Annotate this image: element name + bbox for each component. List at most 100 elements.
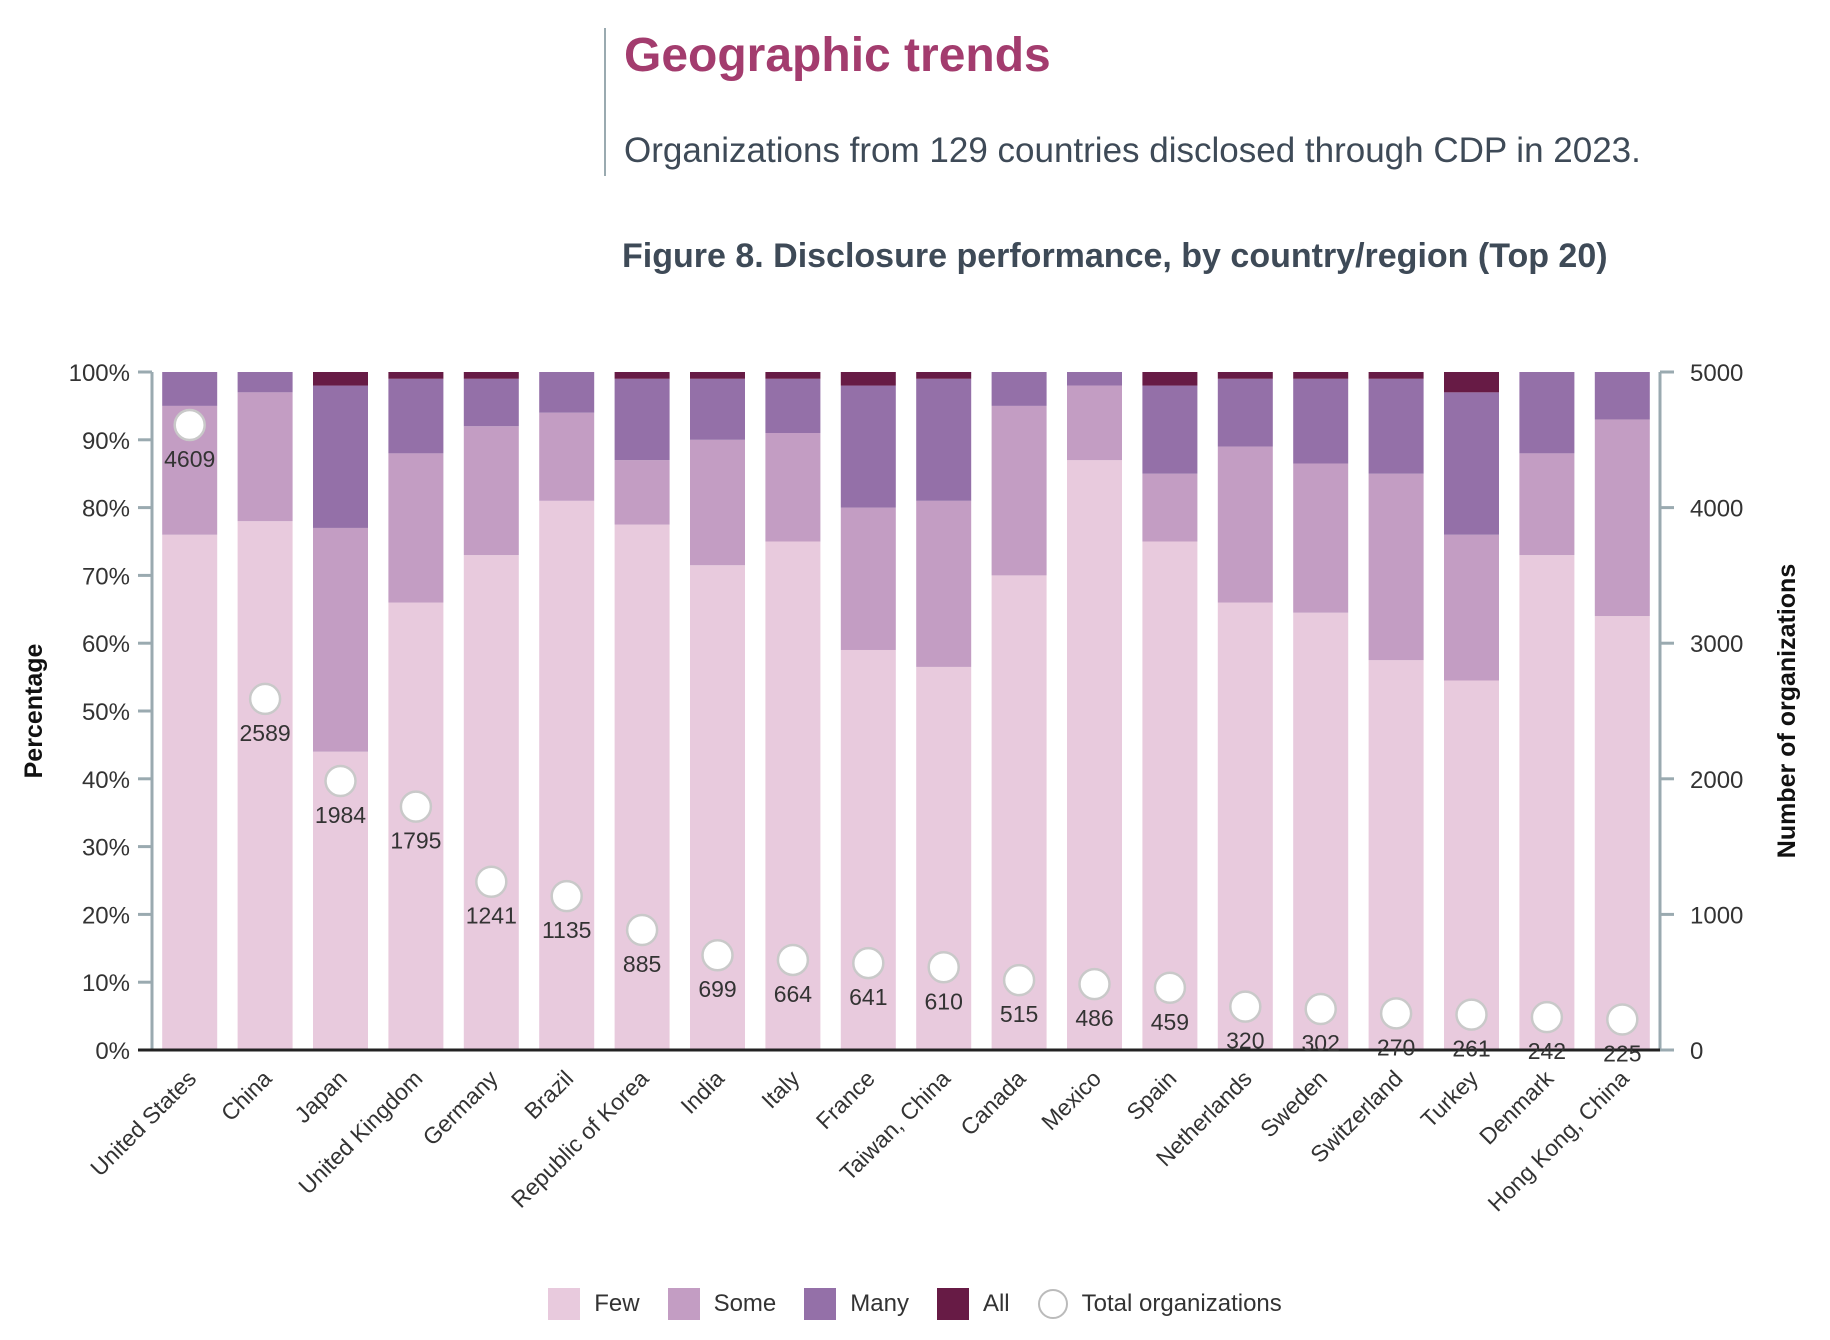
bar-some-13 xyxy=(1142,473,1198,542)
total-label-19: 225 xyxy=(1603,1040,1641,1066)
left-tick-label: 40% xyxy=(82,767,130,794)
bar-all-13 xyxy=(1142,372,1198,386)
legend-label-some: Some xyxy=(713,1290,777,1317)
total-label-16: 270 xyxy=(1377,1034,1415,1060)
bar-many-19 xyxy=(1594,372,1650,420)
legend-swatch-many xyxy=(804,1288,837,1320)
total-label-18: 242 xyxy=(1528,1038,1566,1064)
total-label-6: 885 xyxy=(623,951,661,977)
page-title: Geographic trends xyxy=(624,29,1051,82)
bar-some-15 xyxy=(1293,463,1349,613)
bar-many-6 xyxy=(614,378,670,461)
legend-swatch-total xyxy=(1037,1289,1068,1319)
bar-all-4 xyxy=(463,372,519,379)
bar-few-5 xyxy=(539,500,595,1050)
bar-some-19 xyxy=(1594,419,1650,617)
bar-all-2 xyxy=(313,372,368,386)
total-label-8: 664 xyxy=(774,981,813,1007)
left-tick-label: 100% xyxy=(69,360,130,387)
bar-some-11 xyxy=(991,405,1047,576)
right-tick-label: 4000 xyxy=(1690,496,1743,523)
legend-item-many: Many xyxy=(804,1288,909,1320)
bar-some-4 xyxy=(463,426,519,556)
total-label-13: 459 xyxy=(1151,1009,1189,1035)
total-marker-11 xyxy=(1002,963,1036,997)
bar-many-2 xyxy=(313,385,368,528)
legend-item-all: All xyxy=(936,1288,1010,1320)
bar-many-3 xyxy=(388,378,444,454)
total-marker-4 xyxy=(475,865,508,898)
category-label-4: Germany xyxy=(418,1065,504,1151)
bar-few-4 xyxy=(463,555,519,1050)
left-tick-label: 10% xyxy=(82,970,130,997)
total-marker-9 xyxy=(852,946,885,980)
bar-all-10 xyxy=(916,372,972,379)
total-marker-3 xyxy=(399,790,433,823)
category-label-11: Canada xyxy=(955,1065,1031,1141)
left-tick-label: 0% xyxy=(95,1038,130,1065)
total-marker-15 xyxy=(1304,992,1337,1026)
bar-few-0 xyxy=(162,534,218,1050)
bar-some-6 xyxy=(614,460,670,525)
left-tick-label: 70% xyxy=(82,563,130,590)
bar-all-14 xyxy=(1217,372,1273,379)
total-label-10: 610 xyxy=(925,988,963,1014)
bar-few-13 xyxy=(1142,541,1198,1050)
category-label-19: Hong Kong, China xyxy=(1483,1065,1634,1216)
bar-few-9 xyxy=(840,649,896,1050)
total-label-4: 1241 xyxy=(466,903,517,929)
bar-few-12 xyxy=(1067,460,1122,1050)
bar-many-10 xyxy=(916,378,972,501)
bar-some-18 xyxy=(1519,453,1575,556)
category-label-15: Sweden xyxy=(1255,1065,1332,1142)
bar-all-7 xyxy=(690,372,745,379)
category-label-0: United States xyxy=(85,1065,201,1181)
right-tick-label: 2000 xyxy=(1690,767,1743,794)
bar-many-12 xyxy=(1067,372,1122,386)
bar-few-15 xyxy=(1293,612,1349,1050)
category-label-5: Brazil xyxy=(519,1065,578,1124)
total-marker-17 xyxy=(1455,998,1488,1031)
left-tick-label: 60% xyxy=(82,631,130,658)
total-marker-5 xyxy=(550,879,583,913)
bar-many-7 xyxy=(690,378,745,440)
total-label-2: 1984 xyxy=(315,802,366,828)
page-subtitle: Organizations from 129 countries disclos… xyxy=(624,131,1641,170)
bar-few-1 xyxy=(237,521,293,1050)
bar-some-5 xyxy=(539,412,595,501)
bar-few-6 xyxy=(614,524,670,1050)
bar-many-15 xyxy=(1293,378,1349,464)
left-tick-label: 30% xyxy=(82,835,130,862)
legend-label-many: Many xyxy=(850,1290,909,1317)
bar-few-19 xyxy=(1594,616,1650,1050)
right-tick-label: 3000 xyxy=(1690,631,1743,658)
total-label-15: 302 xyxy=(1302,1030,1340,1056)
total-marker-7 xyxy=(701,938,734,972)
total-label-12: 486 xyxy=(1075,1005,1113,1031)
bar-few-18 xyxy=(1519,555,1575,1050)
category-label-2: Japan xyxy=(289,1065,352,1128)
legend-item-some: Some xyxy=(667,1288,777,1320)
bar-some-16 xyxy=(1368,473,1424,661)
bar-some-7 xyxy=(690,439,745,566)
bar-few-14 xyxy=(1217,602,1273,1050)
category-label-7: India xyxy=(675,1065,729,1119)
bar-many-1 xyxy=(237,372,293,393)
bar-all-6 xyxy=(614,372,670,379)
chart-title: Figure 8. Disclosure performance, by cou… xyxy=(622,237,1608,275)
category-label-17: Turkey xyxy=(1416,1065,1484,1133)
header: Geographic trends Organizations from 129… xyxy=(604,28,1786,176)
total-marker-18 xyxy=(1530,1000,1564,1034)
total-label-7: 699 xyxy=(698,976,736,1002)
left-tick-label: 20% xyxy=(82,902,130,929)
legend-item-few: Few xyxy=(548,1288,640,1320)
bar-many-17 xyxy=(1444,392,1499,535)
legend-swatch-few xyxy=(548,1288,581,1320)
bar-few-3 xyxy=(388,602,444,1050)
bar-all-9 xyxy=(840,372,896,386)
total-marker-6 xyxy=(625,913,659,947)
left-tick-label: 50% xyxy=(82,699,130,726)
total-label-0: 4609 xyxy=(164,446,215,472)
bar-some-10 xyxy=(916,500,972,667)
